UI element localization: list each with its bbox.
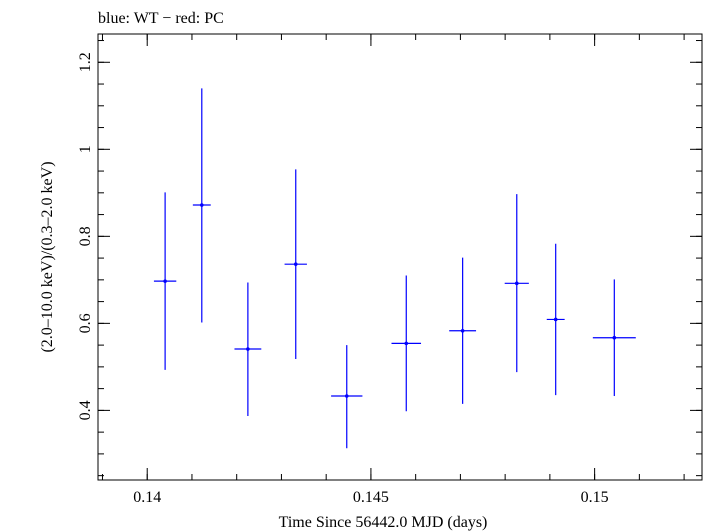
y-tick-label: 1.2 [77, 52, 94, 72]
data-point [153, 192, 177, 370]
plot-frame [97, 33, 703, 481]
point-marker [163, 279, 167, 283]
y-axis-title: (2.0–10.0 keV)/(0.3–2.0 keV) [39, 161, 56, 352]
point-marker [553, 317, 558, 322]
point-marker [246, 347, 250, 351]
x-axis-title: Time Since 56442.0 MJD (days) [279, 514, 488, 531]
data-point [331, 345, 363, 449]
chart-title: blue: WT − red: PC [98, 10, 224, 27]
y-tick-label: 0.4 [77, 400, 94, 420]
data-point [504, 194, 529, 373]
tick-labels: 0.14 0.145 0.15 0.4 0.6 0.8 1 1.2 [77, 52, 609, 506]
y-tick-label: 0.8 [77, 226, 94, 246]
x-tick-label: 0.15 [581, 489, 609, 506]
point-marker [404, 341, 409, 346]
data-point [192, 88, 211, 323]
x-tick-label: 0.14 [133, 489, 161, 506]
data-point [546, 243, 565, 396]
data-point [284, 169, 307, 360]
point-marker [199, 203, 204, 207]
data-point [234, 282, 262, 417]
point-marker [612, 335, 617, 340]
y-tick-label: 0.6 [77, 313, 94, 333]
point-marker [514, 281, 519, 286]
axis-ticks [98, 34, 702, 480]
x-tick-label: 0.145 [353, 489, 389, 506]
point-marker [460, 328, 465, 333]
data-point [592, 279, 636, 397]
point-marker [293, 262, 298, 266]
point-marker [344, 394, 349, 398]
data-point [391, 275, 422, 412]
y-tick-label: 1 [77, 145, 94, 153]
data-point [449, 257, 477, 404]
data-series [153, 88, 636, 449]
